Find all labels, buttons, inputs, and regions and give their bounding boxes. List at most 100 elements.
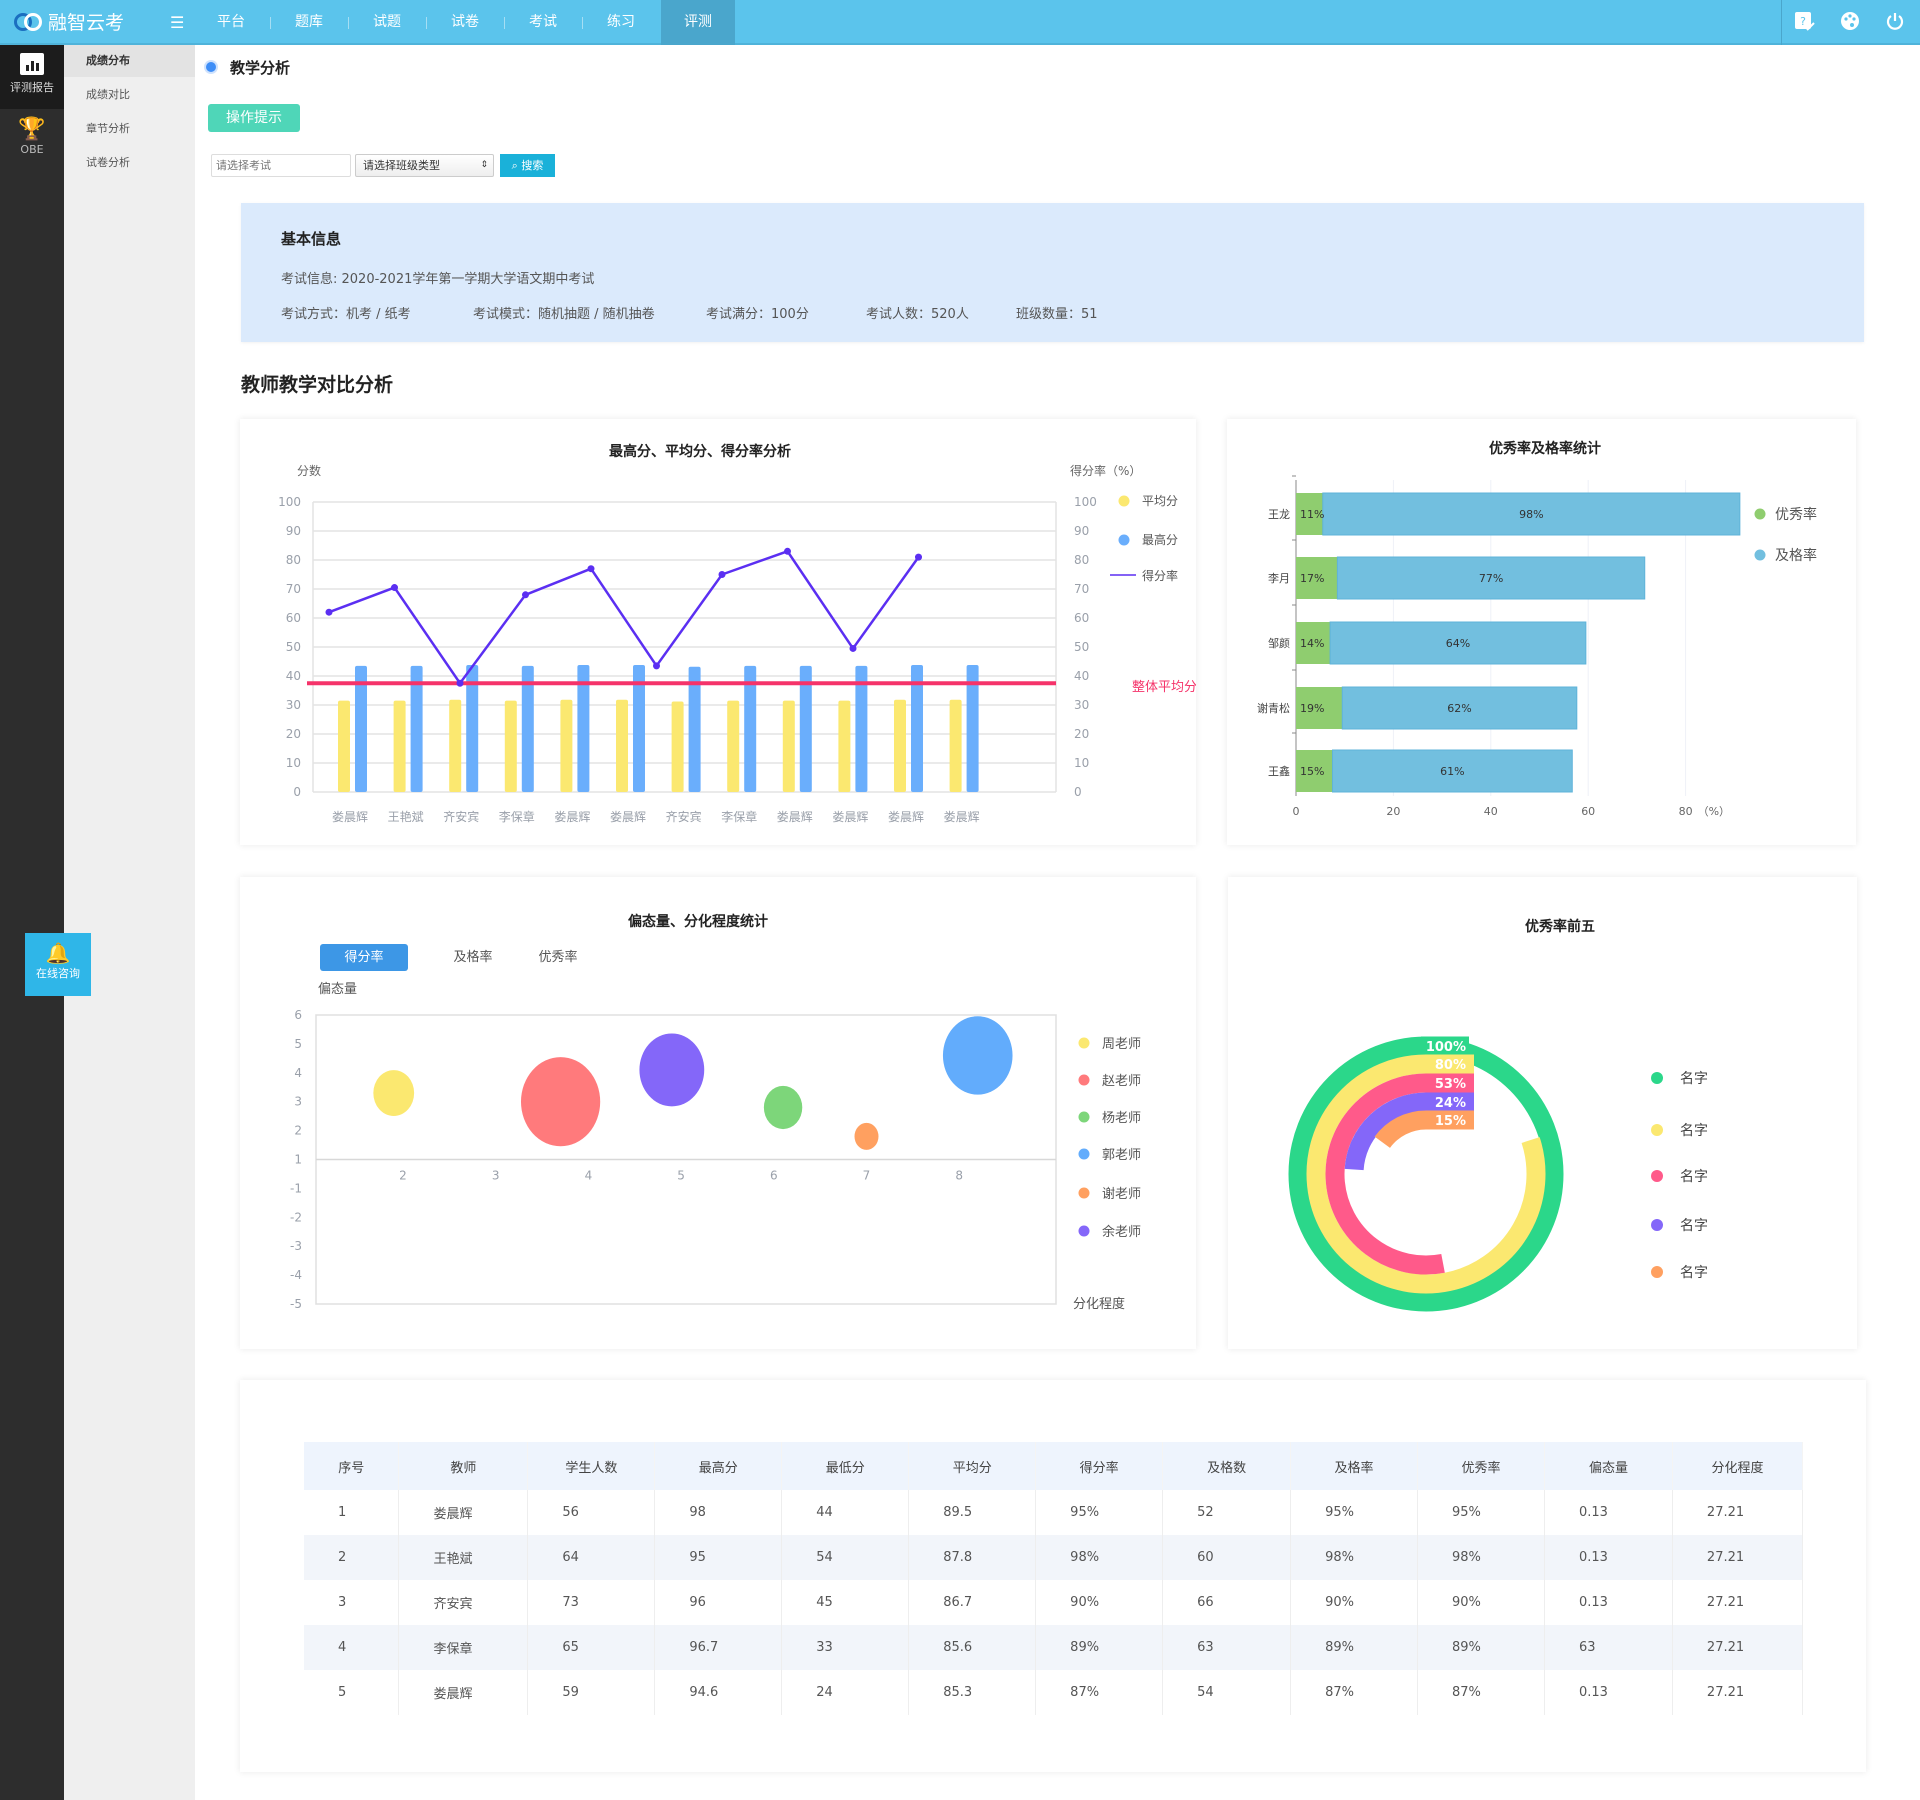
radial-bar[interactable] [1344, 1092, 1427, 1171]
score-rate-point[interactable] [784, 547, 791, 555]
score-rate-point[interactable] [849, 644, 857, 652]
score-rate-point[interactable] [325, 608, 333, 616]
max-score-bar[interactable] [521, 665, 534, 792]
score-rate-point[interactable] [391, 584, 398, 592]
max-score-bar[interactable] [410, 665, 423, 792]
teacher-bubble[interactable] [373, 1070, 415, 1116]
menu-icon[interactable]: ☰ [170, 13, 185, 32]
avg-score-bar[interactable] [616, 699, 628, 792]
column-header[interactable]: 最低分 [781, 1442, 910, 1490]
column-header[interactable]: 教师 [398, 1442, 529, 1490]
column-header[interactable]: 得分率 [1035, 1442, 1164, 1490]
pass-rate-bar[interactable] [1336, 556, 1646, 600]
nav-exam[interactable]: 考试 [529, 14, 557, 30]
logo[interactable]: 融智云考 [14, 8, 124, 35]
teacher-bubble[interactable] [942, 1016, 1013, 1095]
search-button[interactable]: ⌕ 搜索 [500, 154, 555, 177]
teacher-bubble[interactable] [639, 1033, 705, 1107]
avg-score-bar[interactable] [949, 699, 962, 792]
teacher-bubble[interactable] [854, 1122, 879, 1150]
excellent-rate-bar[interactable] [1296, 687, 1343, 729]
pass-rate-bar[interactable] [1329, 621, 1587, 665]
avg-score-bar[interactable] [504, 700, 517, 792]
nav-questions[interactable]: 试题 [373, 14, 401, 30]
table-row[interactable]: 3 齐安宾 73 96 45 86.7 90% 66 90% 90% 0.13 27.21 [304, 1580, 1804, 1625]
score-rate-point[interactable] [456, 679, 464, 687]
column-header[interactable]: 分化程度 [1672, 1442, 1804, 1490]
help-edit-icon[interactable]: ? [1792, 10, 1816, 34]
avg-score-bar[interactable] [727, 700, 740, 792]
max-score-bar[interactable] [911, 664, 923, 792]
score-rate-point[interactable] [915, 553, 922, 561]
class-type-select[interactable]: 请选择班级类型 ⇕ [355, 154, 494, 177]
pass-rate-bar[interactable] [1341, 686, 1578, 730]
nav-evaluation[interactable]: 评测 [661, 0, 735, 45]
pass-rate-bar[interactable] [1332, 749, 1573, 793]
operation-tip-button[interactable]: 操作提示 [208, 104, 300, 132]
avg-score-bar[interactable] [671, 701, 684, 792]
avg-score-bar[interactable] [338, 700, 350, 792]
table-row[interactable]: 1 娄晨辉 56 98 44 89.5 95% 52 95% 95% 0.13 27.21 [304, 1490, 1804, 1535]
palette-icon[interactable] [1838, 10, 1862, 34]
radial-bar[interactable] [1325, 1073, 1445, 1275]
radial-bar[interactable] [1306, 1054, 1546, 1294]
score-rate-point[interactable] [522, 591, 529, 599]
max-score-bar[interactable] [355, 665, 367, 792]
column-header[interactable]: 及格数 [1162, 1442, 1292, 1490]
exam-select-input[interactable] [211, 154, 351, 177]
pass-rate-bar[interactable] [1322, 492, 1741, 536]
max-score-bar[interactable] [855, 665, 868, 792]
avg-score-bar[interactable] [782, 700, 795, 792]
avg-score-bar[interactable] [449, 699, 462, 792]
column-header[interactable]: 学生人数 [527, 1442, 656, 1490]
excellent-rate-bar[interactable] [1296, 750, 1333, 792]
sidebar-item-score-compare[interactable]: 成绩对比 [86, 88, 130, 101]
table-row[interactable]: 5 娄晨辉 59 94.6 24 85.3 87% 54 87% 87% 0.13 27.21 [304, 1670, 1804, 1715]
excellent-rate-bar[interactable] [1296, 622, 1331, 664]
pass-rate-label: 98% [1519, 508, 1543, 521]
online-consult-button[interactable]: 🔔 在线咨询 [25, 933, 91, 996]
column-header[interactable]: 最高分 [654, 1442, 783, 1490]
tab-excellent-rate[interactable]: 优秀率 [538, 950, 578, 965]
max-score-bar[interactable] [577, 664, 590, 792]
sidebar-item-paper-analysis[interactable]: 试卷分析 [86, 156, 130, 169]
max-score-bar[interactable] [799, 665, 812, 792]
avg-score-bar[interactable] [393, 700, 406, 792]
teacher-bubble[interactable] [520, 1057, 601, 1147]
column-header[interactable]: 及格率 [1290, 1442, 1419, 1490]
x-tick-label: 齐安宾 [443, 809, 479, 824]
max-score-bar[interactable] [466, 664, 479, 792]
column-header[interactable]: 平均分 [908, 1442, 1037, 1490]
max-score-bar[interactable] [633, 664, 645, 792]
top-five-chart-card: 优秀率前五 100% 名字 80% 名字 53% 名字 24% 名字 15% 名字 [1228, 877, 1857, 1349]
sidebar-item-report[interactable]: 评测报告 [0, 45, 64, 109]
max-score-bar[interactable] [744, 665, 757, 792]
nav-question-bank[interactable]: 题库 [295, 14, 323, 30]
max-score-bar[interactable] [688, 666, 701, 792]
nav-platform[interactable]: 平台 [217, 14, 245, 30]
teacher-bubble[interactable] [763, 1085, 803, 1130]
tab-pass-rate[interactable]: 及格率 [453, 950, 493, 965]
sidebar-item-score-distribution[interactable]: 成绩分布 [64, 45, 195, 77]
radial-bar[interactable] [1374, 1110, 1427, 1149]
table-row[interactable]: 4 李保章 65 96.7 33 85.6 89% 63 89% 89% 63 27.21 [304, 1625, 1804, 1670]
score-rate-point[interactable] [587, 565, 595, 573]
column-header[interactable]: 序号 [304, 1442, 400, 1490]
avg-score-bar[interactable] [894, 699, 906, 792]
column-header[interactable]: 优秀率 [1417, 1442, 1545, 1490]
excellent-rate-bar[interactable] [1296, 557, 1338, 599]
table-row[interactable]: 2 王艳斌 64 95 54 87.8 98% 60 98% 98% 0.13 27.21 [304, 1535, 1804, 1580]
avg-score-bar[interactable] [560, 699, 573, 792]
power-icon[interactable] [1883, 10, 1907, 34]
max-score-bar[interactable] [966, 664, 979, 792]
tab-score-rate[interactable]: 得分率 [320, 944, 408, 971]
column-header[interactable]: 偏态量 [1544, 1442, 1673, 1490]
nav-practice[interactable]: 练习 [607, 14, 635, 30]
avg-score-bar[interactable] [838, 700, 851, 792]
sidebar-item-chapter-analysis[interactable]: 章节分析 [86, 122, 130, 135]
sidebar-item-obe[interactable]: 🏆 OBE [0, 117, 64, 177]
score-rate-point[interactable] [653, 662, 660, 670]
score-rate-point[interactable] [718, 571, 726, 578]
nav-papers[interactable]: 试卷 [451, 14, 479, 30]
excellent-rate-bar[interactable] [1296, 493, 1323, 535]
